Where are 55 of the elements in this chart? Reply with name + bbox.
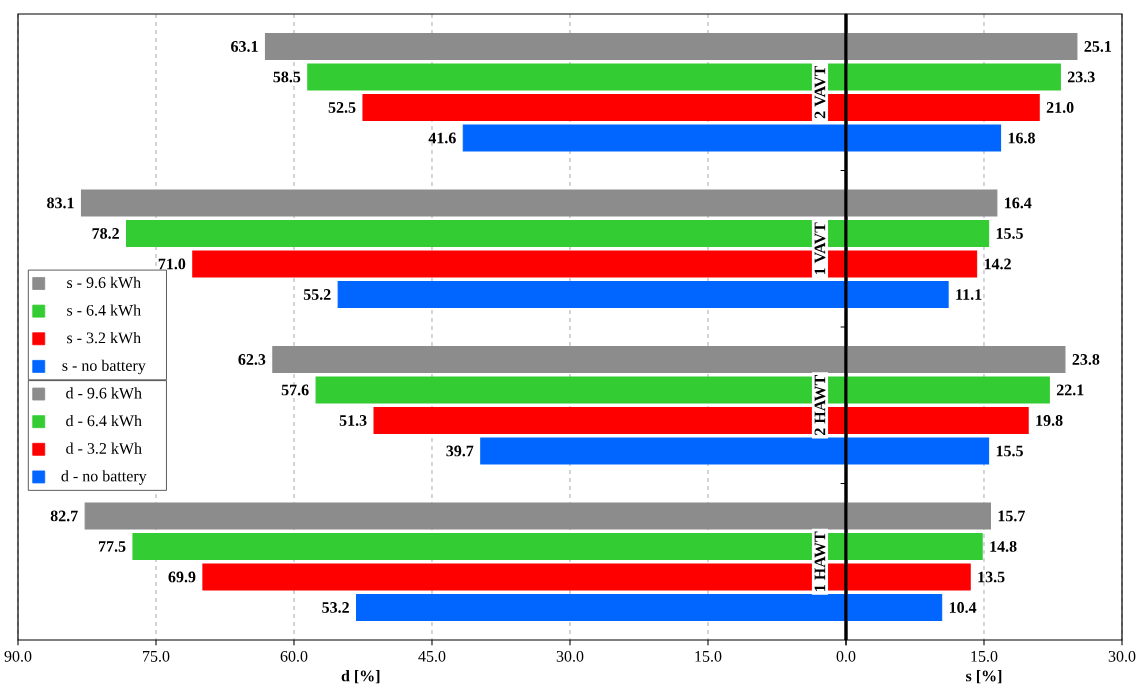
legend-label: d - no battery [61, 470, 147, 485]
data-label: 13.5 [978, 571, 1005, 583]
data-label: 69.9 [168, 571, 196, 583]
x-tick-label: 75.0 [143, 650, 170, 662]
data-label: 15.7 [998, 510, 1025, 522]
legend-label: d - 6.4 kWh [66, 414, 142, 427]
data-label: 62.3 [238, 354, 266, 365]
data-label: 83.1 [47, 197, 74, 209]
legend-label: d - 3.2 kWh [66, 442, 142, 454]
data-label: 82.7 [50, 510, 78, 522]
data-label: 57.6 [281, 384, 309, 396]
data-label: 23.3 [1067, 71, 1095, 83]
data-label: 19.8 [1036, 415, 1063, 426]
x-tick-label: 15.0 [695, 650, 722, 662]
data-label: 52.5 [328, 102, 356, 113]
x-tick-label: 60.0 [280, 650, 308, 662]
legend-label: s - 9.6 kWh [67, 276, 141, 289]
x-tick-label: 0.0 [836, 650, 856, 662]
data-label: 55.2 [303, 289, 331, 300]
data-label: 53.2 [322, 602, 349, 613]
data-label: 63.1 [231, 41, 258, 52]
x-tick-label: 30.0 [1108, 650, 1136, 662]
data-label: 16.8 [1008, 132, 1035, 144]
legend-label: d - 9.6 kWh [66, 387, 142, 399]
data-label: 15.5 [996, 445, 1023, 457]
data-label: 71.0 [158, 258, 186, 270]
data-label: 51.3 [339, 415, 367, 426]
data-label: 16.4 [1005, 197, 1032, 209]
x-tick-label: 15.0 [971, 650, 998, 662]
data-label: 10.4 [949, 602, 977, 613]
y-tick-label: 1 HAWT [814, 531, 826, 591]
y-tick-label: 2 VAVT [814, 65, 826, 119]
data-label: 39.7 [446, 445, 474, 457]
data-label: 14.8 [990, 541, 1017, 552]
legend-label: s - 3.2 kWh [67, 332, 141, 344]
x-axis-title: s [%] [966, 670, 1002, 684]
data-label: 15.5 [996, 228, 1023, 239]
data-label: 25.1 [1084, 41, 1112, 52]
x-tick-label: 30.0 [556, 650, 584, 662]
data-label: 58.5 [273, 71, 301, 83]
data-label: 78.2 [92, 228, 119, 239]
x-tick-label: 45.0 [418, 650, 446, 662]
data-label: 11.1 [956, 289, 982, 300]
data-label: 14.2 [984, 258, 1011, 270]
y-tick-label: 2 HAWT [814, 375, 826, 436]
x-tick-label: 90.0 [4, 650, 32, 662]
data-label: 77.5 [98, 541, 126, 552]
data-label: 21.0 [1046, 102, 1074, 113]
x-axis-title: d [%] [341, 670, 380, 684]
data-label: 41.6 [428, 132, 456, 144]
y-tick-label: 1 VAVT [814, 222, 826, 275]
legend-label: s - 6.4 kWh [67, 304, 141, 316]
data-label: 22.1 [1056, 384, 1084, 396]
legend-label: s - no battery [62, 359, 146, 375]
data-label: 23.8 [1072, 354, 1100, 365]
